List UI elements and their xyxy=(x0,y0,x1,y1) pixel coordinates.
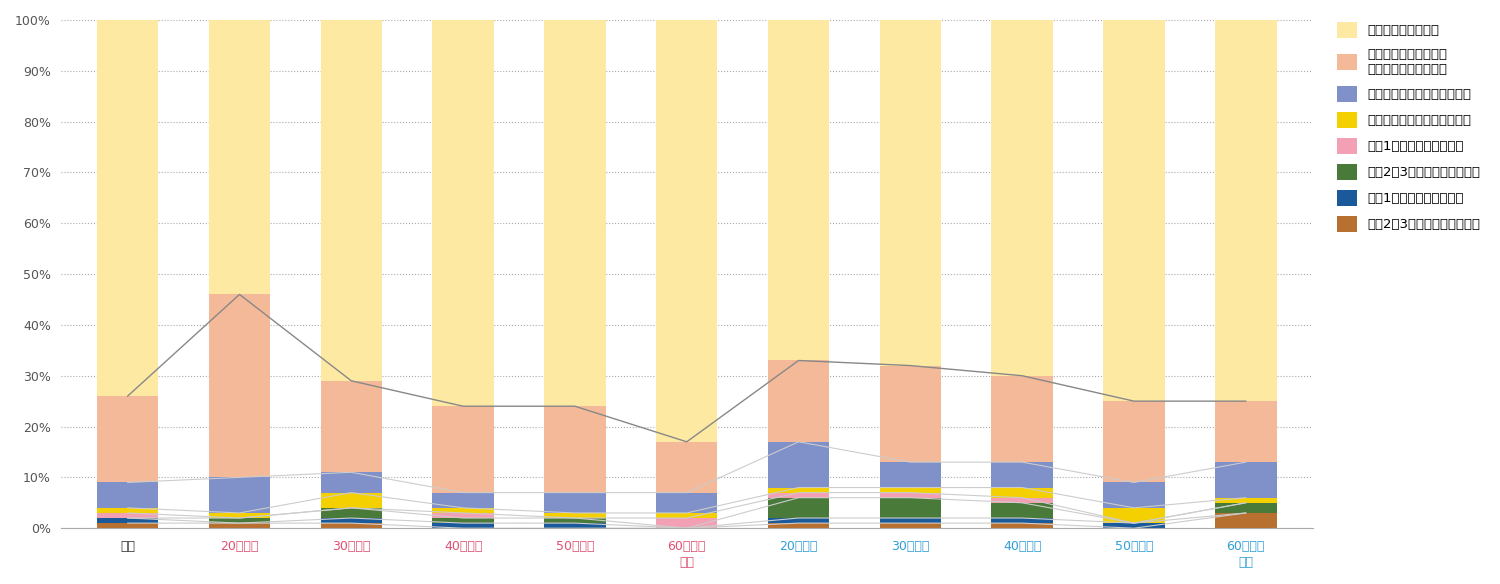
Bar xyxy=(656,20,717,442)
Bar xyxy=(432,508,494,513)
Bar xyxy=(544,523,606,528)
Bar xyxy=(544,518,606,523)
Bar xyxy=(879,462,940,488)
Bar xyxy=(98,20,159,396)
Bar xyxy=(1215,462,1276,498)
Bar xyxy=(432,518,494,523)
Bar xyxy=(209,513,270,518)
Bar xyxy=(768,523,830,528)
Bar xyxy=(879,20,940,366)
Bar xyxy=(98,396,159,482)
Bar xyxy=(768,20,830,360)
Bar xyxy=(879,488,940,493)
Bar xyxy=(321,493,382,508)
Bar xyxy=(432,513,494,518)
Bar xyxy=(544,20,606,406)
Bar xyxy=(656,493,717,513)
Bar xyxy=(656,518,717,528)
Bar xyxy=(768,493,830,498)
Bar xyxy=(321,20,382,381)
Bar xyxy=(209,294,270,477)
Bar xyxy=(544,493,606,513)
Bar xyxy=(879,366,940,462)
Bar xyxy=(1215,401,1276,462)
Bar xyxy=(321,508,382,518)
Bar xyxy=(1102,523,1164,528)
Bar xyxy=(1215,503,1276,513)
Bar xyxy=(321,518,382,523)
Bar xyxy=(98,508,159,513)
Bar xyxy=(209,523,270,528)
Bar xyxy=(992,462,1053,488)
Bar xyxy=(768,442,830,488)
Bar xyxy=(879,498,940,518)
Bar xyxy=(879,493,940,498)
Bar xyxy=(321,381,382,472)
Bar xyxy=(656,442,717,493)
Bar xyxy=(1102,482,1164,508)
Bar xyxy=(768,518,830,523)
Bar xyxy=(432,493,494,508)
Bar xyxy=(432,406,494,493)
Bar xyxy=(768,488,830,493)
Bar xyxy=(768,360,830,442)
Bar xyxy=(656,513,717,518)
Bar xyxy=(1215,513,1276,528)
Bar xyxy=(768,498,830,518)
Bar xyxy=(544,513,606,518)
Bar xyxy=(98,513,159,518)
Bar xyxy=(992,488,1053,498)
Bar xyxy=(1102,20,1164,401)
Bar xyxy=(1102,401,1164,482)
Bar xyxy=(992,498,1053,503)
Bar xyxy=(1102,508,1164,523)
Bar xyxy=(992,523,1053,528)
Bar xyxy=(321,523,382,528)
Bar xyxy=(992,518,1053,523)
Bar xyxy=(544,406,606,493)
Bar xyxy=(321,472,382,493)
Bar xyxy=(1215,498,1276,503)
Legend: 利用したことがない, 以前は利用していたが
現在は利用していない, 年間で数回程度利用している, 半年に数回程度利用している, 月に1回程度利用している, 月に: 利用したことがない, 以前は利用していたが 現在は利用していない, 年間で数回程… xyxy=(1332,16,1486,237)
Bar xyxy=(98,523,159,528)
Bar xyxy=(992,20,1053,376)
Bar xyxy=(879,523,940,528)
Bar xyxy=(432,523,494,528)
Bar xyxy=(98,518,159,523)
Bar xyxy=(209,20,270,294)
Bar xyxy=(209,477,270,513)
Bar xyxy=(432,20,494,406)
Bar xyxy=(209,518,270,523)
Bar xyxy=(992,503,1053,518)
Bar xyxy=(879,518,940,523)
Bar xyxy=(1215,20,1276,401)
Bar xyxy=(992,376,1053,462)
Bar xyxy=(98,482,159,508)
